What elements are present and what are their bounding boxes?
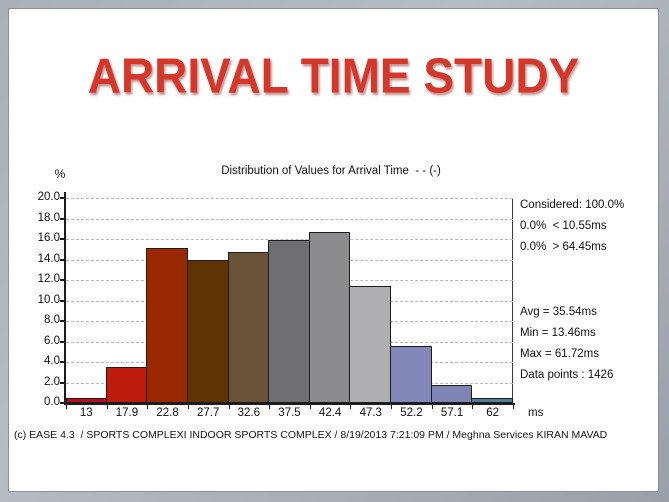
- stat-min: Min = 13.46ms: [520, 327, 596, 339]
- x-tick-label: 42.4: [318, 407, 342, 419]
- x-tick-label: 47.3: [359, 407, 382, 419]
- x-tick-mark: [66, 405, 67, 409]
- stat-data-points: Data points : 1426: [520, 369, 614, 381]
- y-tick-mark: [60, 217, 64, 220]
- gridline: [66, 218, 513, 220]
- gridline: [66, 198, 513, 199]
- y-tick-mark: [60, 299, 64, 302]
- x-tick-label: 22.8: [156, 407, 179, 419]
- y-axis-unit-label: %: [54, 167, 66, 181]
- gridline: [66, 239, 513, 240]
- x-tick-label: 57.1: [440, 407, 464, 419]
- histogram-bar: [349, 286, 392, 403]
- y-tick-label: 2.0: [44, 375, 60, 388]
- y-tick-label: 20.0: [37, 191, 60, 203]
- slide-canvas: ARRIVAL TIME STUDY Distribution of Value…: [8, 8, 659, 492]
- x-tick-label: 13: [79, 407, 93, 419]
- x-tick-label: 52.2: [400, 407, 423, 419]
- x-tick-label: 37.5: [278, 407, 301, 419]
- y-tick-mark: [60, 197, 64, 199]
- x-tick-label: 27.7: [197, 407, 220, 419]
- histogram-bar: [268, 240, 310, 403]
- stat-considered: Considered: 100.0%: [520, 199, 625, 211]
- histogram-plot-area: [60, 192, 515, 409]
- x-tick-mark: [269, 405, 271, 409]
- chart-title: Distribution of Values for Arrival Time …: [221, 165, 441, 177]
- x-tick-mark: [472, 405, 474, 409]
- y-tick-mark: [60, 258, 64, 261]
- stat-avg: Avg = 35.54ms: [520, 306, 597, 318]
- histogram-bar: [390, 345, 432, 403]
- y-tick-mark: [60, 320, 64, 322]
- histogram-bar: [146, 248, 188, 403]
- y-tick-label: 6.0: [44, 334, 60, 347]
- x-axis-line: [64, 403, 515, 405]
- y-tick-label: 12.0: [37, 273, 60, 285]
- y-tick-mark: [60, 279, 64, 281]
- x-tick-mark: [228, 405, 230, 409]
- stat-max: Max = 61.72ms: [520, 348, 599, 360]
- y-tick-mark: [60, 381, 64, 384]
- x-tick-mark: [106, 405, 108, 409]
- stat-above-range: 0.0% > 64.45ms: [520, 241, 607, 253]
- y-tick-label: 4.0: [44, 355, 60, 367]
- y-tick-label: 8.0: [44, 314, 60, 326]
- y-tick-label: 14.0: [37, 252, 60, 265]
- x-axis-unit-label: ms: [528, 407, 544, 419]
- y-tick-label: 10.0: [37, 293, 60, 306]
- y-tick-mark: [60, 361, 64, 363]
- x-tick-label: 32.6: [237, 407, 261, 419]
- y-axis-line: [64, 192, 66, 405]
- x-tick-label: 17.9: [115, 407, 139, 419]
- x-tick-label: 62: [486, 407, 500, 419]
- histogram-bar: [430, 384, 473, 403]
- y-tick-label: 18.0: [37, 211, 60, 224]
- histogram-bar: [186, 259, 229, 403]
- y-tick-label: 0.0: [44, 396, 60, 408]
- x-tick-mark: [513, 405, 514, 409]
- x-tick-mark: [391, 405, 393, 409]
- histogram-bar: [308, 231, 351, 403]
- histogram-bar: [105, 367, 148, 403]
- x-tick-mark: [309, 405, 311, 409]
- x-tick-mark: [147, 405, 149, 409]
- y-tick-mark: [60, 340, 64, 343]
- slide-title: ARRIVAL TIME STUDY: [87, 48, 580, 104]
- histogram-bar: [227, 252, 270, 403]
- x-tick-mark: [350, 405, 352, 409]
- x-tick-mark: [431, 405, 433, 409]
- x-tick-mark: [187, 405, 189, 409]
- y-tick-mark: [60, 402, 64, 404]
- y-tick-mark: [60, 238, 64, 240]
- y-tick-label: 16.0: [37, 232, 60, 244]
- copyright-footer: (c) EASE 4.3 / SPORTS COMPLEXI INDOOR SP…: [14, 429, 608, 441]
- stat-below-range: 0.0% < 10.55ms: [520, 220, 607, 232]
- histogram-bar: [471, 397, 513, 403]
